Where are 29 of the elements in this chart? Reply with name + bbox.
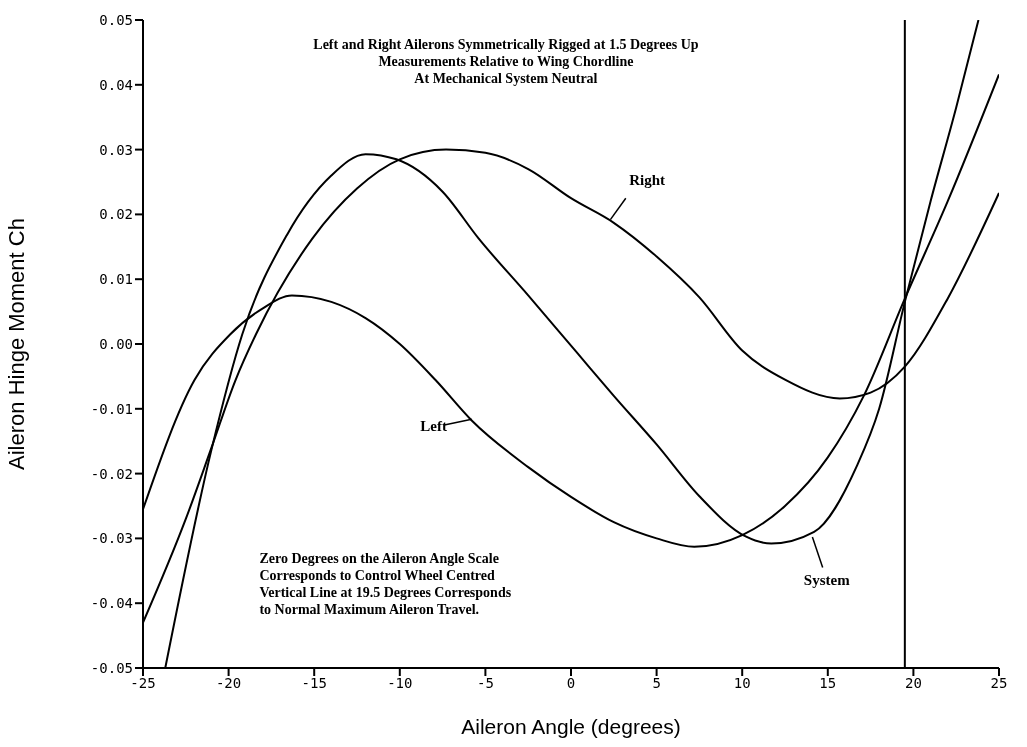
y-tick-label: -0.04 [90,595,133,612]
y-tick-label: -0.03 [90,530,133,547]
x-axis-title: Aileron Angle (degrees) [461,715,681,738]
x-tick-label: 25 [990,674,1008,691]
text: Right [629,172,666,189]
x-tick-label: -10 [387,674,413,691]
annotation: Zero Degrees on the Aileron Angle Scale Corresponds to Control Wheel Centred Vertical Line at 19.5 Degrees Corresponds to Normal Maximum Aileron Travel. [259,550,512,619]
x-tick-label: -25 [130,674,156,691]
y-tick-label: 0.01 [99,271,133,288]
y-tick-label: 0.05 [99,11,133,28]
x-tick-label: -20 [215,674,242,691]
x-tick-label: 20 [904,674,922,691]
y-tick-label: -0.05 [90,659,133,676]
x-tick-label: 5 [652,674,661,691]
y-tick-label: -0.02 [90,465,133,482]
x-tick-label: 0 [566,674,576,691]
x-tick-label: 10 [733,674,751,691]
x-tick-label: 15 [819,674,837,691]
y-tick-label: -0.01 [90,400,133,417]
annotation: Left and Right Ailerons Symmetrically Rigged at 1.5 Degrees Up Measurements Relative to Wing Chordline At Mechanical System Neutral [313,36,699,88]
y-tick-label: 0.02 [99,206,133,223]
text: System [803,572,851,589]
y-tick-label: 0.04 [99,76,133,93]
y-axis-title: Aileron Hinge Moment Ch [3,218,29,470]
x-tick-label: -15 [301,674,327,691]
y-tick-label: 0.03 [99,141,133,158]
legend-label: Left [420,418,447,435]
y-tick-label: 0.00 [99,335,133,352]
x-tick-label: -5 [476,674,494,691]
